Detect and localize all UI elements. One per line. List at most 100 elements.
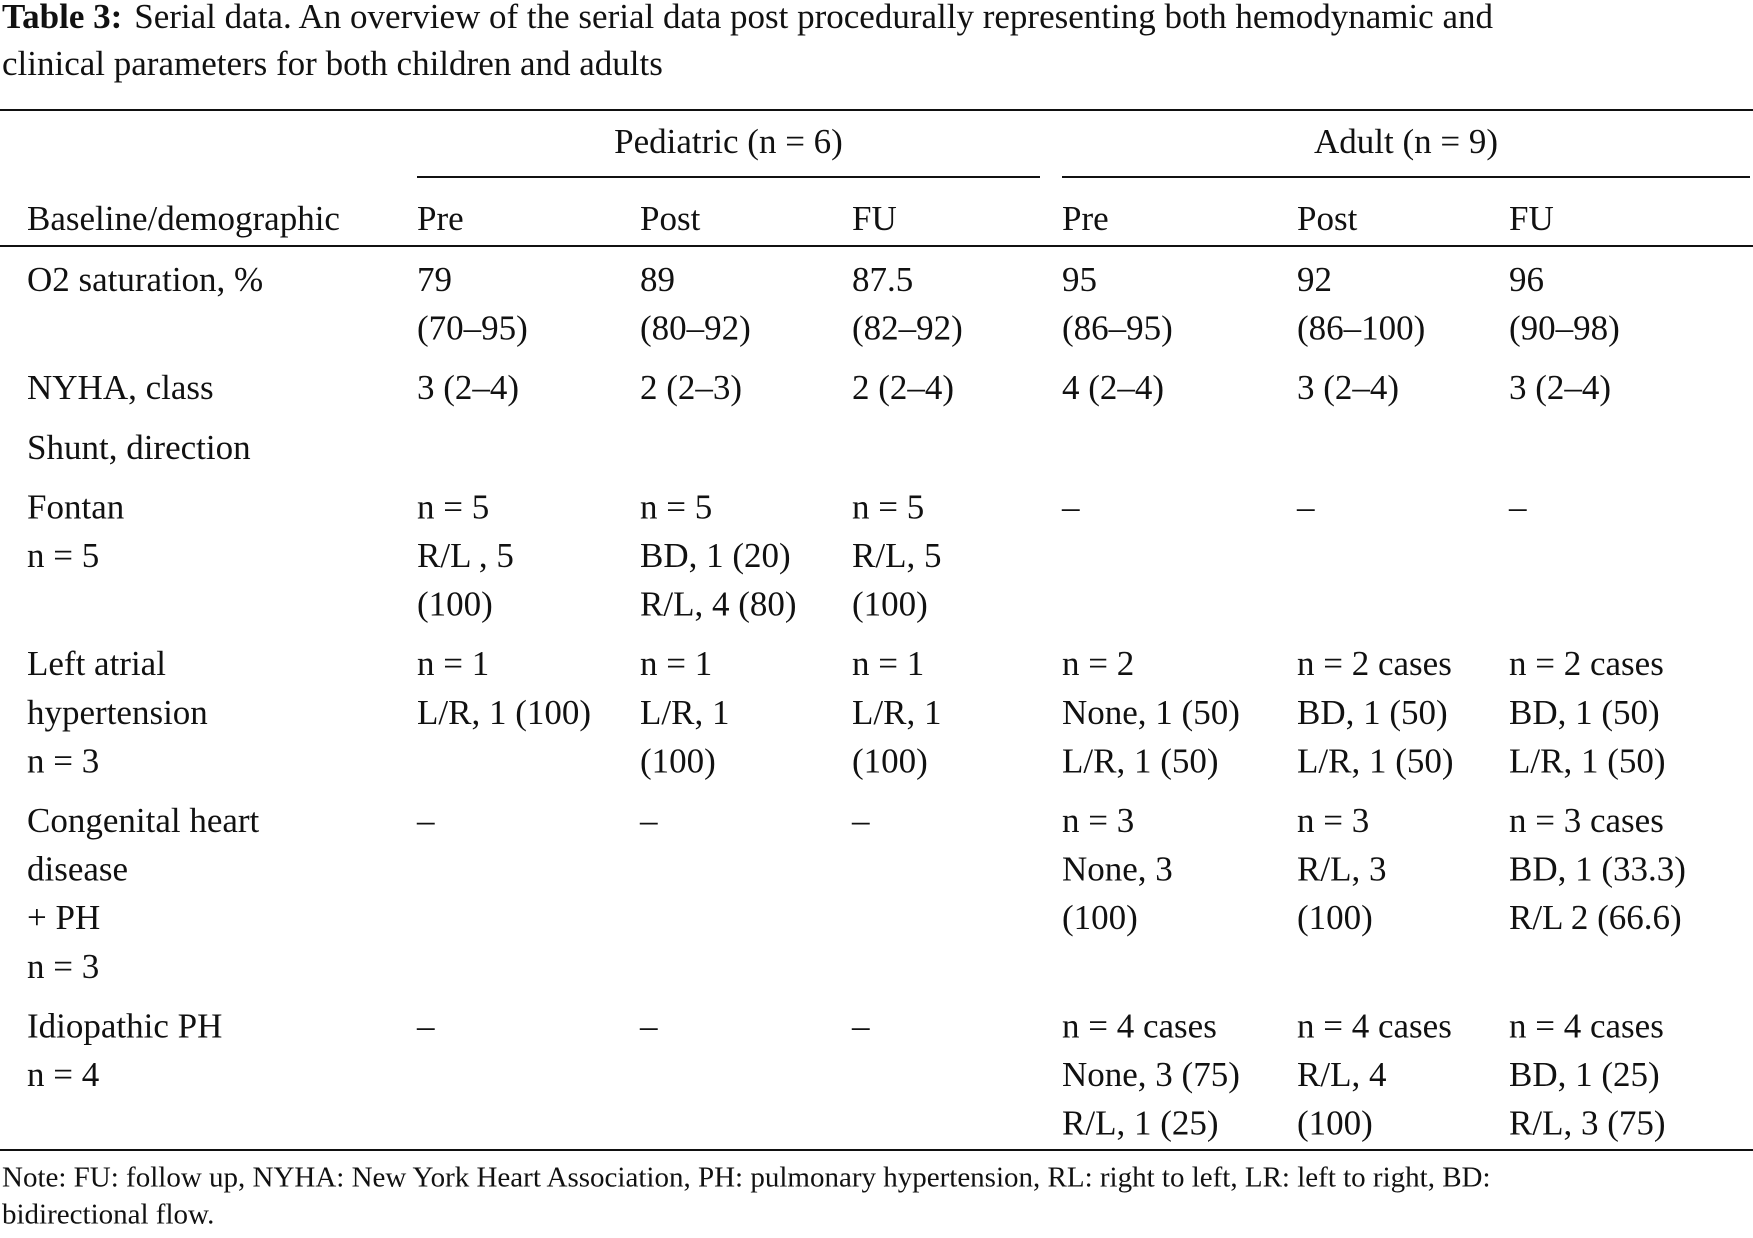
cell-text: 2 (2–4) bbox=[852, 368, 954, 407]
cell-text: R/L 2 (66.6) bbox=[1509, 898, 1682, 937]
cell-text: (100) bbox=[1297, 898, 1373, 937]
cell-text: n = 2 bbox=[1062, 644, 1134, 683]
cell-text: – bbox=[639, 1006, 658, 1045]
cell-text: (100) bbox=[417, 585, 493, 624]
cell-text: n = 2 cases bbox=[1297, 644, 1452, 683]
cell-text: n = 2 cases bbox=[1509, 644, 1664, 683]
column-header: Pre bbox=[417, 199, 464, 238]
row-label: O2 saturation, % bbox=[27, 260, 263, 299]
cell-text: BD, 1 (50) bbox=[1509, 693, 1660, 732]
cell-text: L/R, 1 bbox=[852, 693, 941, 732]
cell-text: R/L, 1 (25) bbox=[1062, 1104, 1219, 1143]
cell-text: R/L , 5 bbox=[417, 536, 514, 575]
cell-text: L/R, 1 (50) bbox=[1509, 741, 1666, 780]
cell-text: None, 3 (75) bbox=[1062, 1055, 1240, 1094]
cell-text: R/L, 5 bbox=[852, 536, 941, 575]
column-header: Baseline/demographic bbox=[27, 199, 340, 238]
cell-text: n = 5 bbox=[852, 487, 924, 526]
column-header: Post bbox=[1297, 199, 1358, 238]
cell-text: (100) bbox=[852, 741, 928, 780]
caption-label: Table 3: bbox=[2, 0, 122, 36]
group-header: Pediatric (n = 6) bbox=[614, 122, 843, 161]
cell-text: (86–95) bbox=[1062, 309, 1173, 348]
row-label: n = 3 bbox=[27, 947, 99, 986]
column-header: FU bbox=[1509, 199, 1554, 238]
cell-text: L/R, 1 (50) bbox=[1062, 741, 1219, 780]
cell-text: (100) bbox=[640, 741, 716, 780]
note-text: Note: FU: follow up, NYHA: New York Hear… bbox=[2, 1162, 1491, 1194]
cell-text: 2 (2–3) bbox=[640, 368, 742, 407]
cell-text: n = 4 cases bbox=[1509, 1006, 1664, 1045]
cell-text: 89 bbox=[640, 260, 675, 299]
cell-text: BD, 1 (20) bbox=[640, 536, 791, 575]
caption-text: Serial data. An overview of the serial d… bbox=[134, 0, 1493, 36]
cell-text: R/L, 4 (80) bbox=[640, 585, 797, 624]
cell-text: – bbox=[1508, 487, 1527, 526]
row-label: n = 4 bbox=[27, 1055, 99, 1094]
cell-text: n = 4 cases bbox=[1297, 1006, 1452, 1045]
cell-text: n = 4 cases bbox=[1062, 1006, 1217, 1045]
row-label: NYHA, class bbox=[27, 368, 214, 407]
cell-text: 96 bbox=[1509, 260, 1544, 299]
cell-text: – bbox=[851, 801, 870, 840]
row-label: Idiopathic PH bbox=[27, 1006, 222, 1045]
cell-text: None, 3 bbox=[1062, 850, 1173, 889]
caption-line: Table 3: Serial data. An overview of the … bbox=[2, 0, 1493, 36]
cell-text: n = 5 bbox=[417, 487, 489, 526]
cell-text: – bbox=[1296, 487, 1315, 526]
cell-text: 4 (2–4) bbox=[1062, 368, 1164, 407]
cell-text: None, 1 (50) bbox=[1062, 693, 1240, 732]
cell-text: – bbox=[1061, 487, 1080, 526]
cell-text: (80–92) bbox=[640, 309, 751, 348]
cell-text: n = 1 bbox=[417, 644, 489, 683]
cell-text: n = 1 bbox=[640, 644, 712, 683]
cell-text: 92 bbox=[1297, 260, 1332, 299]
cell-text: (100) bbox=[852, 585, 928, 624]
row-label: Congenital heart bbox=[27, 801, 260, 840]
cell-text: – bbox=[851, 1006, 870, 1045]
cell-text: (70–95) bbox=[417, 309, 528, 348]
cell-text: 3 (2–4) bbox=[1509, 368, 1611, 407]
column-header: FU bbox=[852, 199, 897, 238]
group-header: Adult (n = 9) bbox=[1314, 122, 1498, 161]
cell-text: (100) bbox=[1062, 898, 1138, 937]
row-label: Fontan bbox=[27, 487, 124, 526]
row-label: n = 5 bbox=[27, 536, 99, 575]
cell-text: (86–100) bbox=[1297, 309, 1425, 348]
cell-text: R/L, 3 bbox=[1297, 850, 1386, 889]
column-header: Post bbox=[640, 199, 701, 238]
cell-text: R/L, 3 (75) bbox=[1509, 1104, 1666, 1143]
cell-text: n = 3 bbox=[1062, 801, 1134, 840]
cell-text: – bbox=[639, 801, 658, 840]
row-label: n = 3 bbox=[27, 741, 99, 780]
cell-text: L/R, 1 (100) bbox=[417, 693, 591, 732]
cell-text: BD, 1 (50) bbox=[1297, 693, 1448, 732]
cell-text: n = 3 cases bbox=[1509, 801, 1664, 840]
cell-text: – bbox=[416, 801, 435, 840]
cell-text: BD, 1 (25) bbox=[1509, 1055, 1660, 1094]
cell-text: 3 (2–4) bbox=[417, 368, 519, 407]
row-label: hypertension bbox=[27, 693, 208, 732]
cell-text: 3 (2–4) bbox=[1297, 368, 1399, 407]
column-header: Pre bbox=[1062, 199, 1109, 238]
cell-text: 87.5 bbox=[852, 260, 913, 299]
row-label: + PH bbox=[27, 898, 100, 937]
cell-text: – bbox=[416, 1006, 435, 1045]
cell-text: (82–92) bbox=[852, 309, 963, 348]
cell-text: (90–98) bbox=[1509, 309, 1620, 348]
cell-text: 79 bbox=[417, 260, 452, 299]
cell-text: (100) bbox=[1297, 1104, 1373, 1143]
cell-text: 95 bbox=[1062, 260, 1097, 299]
cell-text: n = 1 bbox=[852, 644, 924, 683]
row-label: Shunt, direction bbox=[27, 428, 251, 467]
cell-text: L/R, 1 (50) bbox=[1297, 741, 1454, 780]
cell-text: n = 5 bbox=[640, 487, 712, 526]
note-text: bidirectional flow. bbox=[2, 1199, 214, 1231]
cell-text: L/R, 1 bbox=[640, 693, 729, 732]
row-label: disease bbox=[27, 850, 128, 889]
cell-text: R/L, 4 bbox=[1297, 1055, 1386, 1094]
cell-text: BD, 1 (33.3) bbox=[1509, 850, 1686, 889]
row-label: Left atrial bbox=[27, 644, 166, 683]
